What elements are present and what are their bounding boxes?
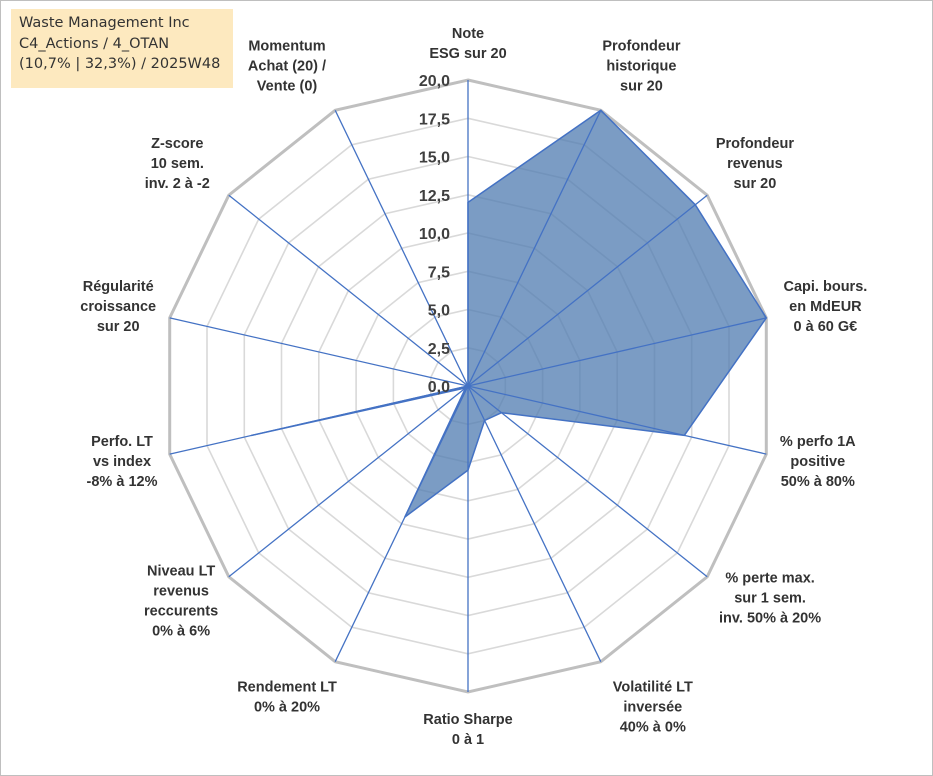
category-label-line: sur 1 sem. (734, 591, 806, 607)
stock-name: Waste Management Inc (19, 15, 190, 31)
tick-label: 15,0 (419, 150, 450, 167)
category-label-line: Profondeur (602, 38, 680, 54)
tick-label: 10,0 (419, 226, 450, 243)
category-label-line: Volatilité LT (613, 680, 693, 696)
spoke-line (228, 385, 469, 578)
spoke-line (334, 110, 469, 387)
tick-label: 5,0 (428, 303, 450, 320)
tick-label: 2,5 (428, 341, 450, 358)
tick-label: 12,5 (419, 188, 450, 205)
portfolio-path: C4_Actions / 4_OTAN (19, 35, 170, 52)
category-label-line: Vente (0) (257, 78, 318, 94)
category-label-line: positive (790, 454, 845, 470)
category-label-line: -8% à 12% (87, 474, 158, 490)
category-label-line: sur 20 (620, 78, 663, 94)
spoke-line (467, 385, 602, 662)
stock-info-box: Waste Management Inc C4_Actions / 4_OTAN… (11, 9, 233, 88)
category-label-line: Régularité (83, 279, 154, 295)
category-label-line: 10 sem. (151, 156, 204, 172)
category-label: Momentum Achat (20) / Vente (0) (248, 38, 326, 94)
spoke-line (467, 385, 767, 455)
category-label: Z-score 10 sem. inv. 2 à -2 (145, 136, 210, 192)
category-label-line: Achat (20) / (248, 58, 326, 74)
category-label: Capi. bours. en MdEUR 0 à 60 G€ (784, 279, 868, 335)
category-label-line: 50% à 80% (781, 474, 855, 490)
category-label-line: revenus (153, 584, 209, 600)
radial-tick-labels: 0,0 2,5 5,0 7,5 10,0 12,5 15,0 17,5 20,0 (419, 73, 450, 396)
category-label-line: ESG sur 20 (429, 46, 506, 62)
category-label-line: Ratio Sharpe (423, 712, 512, 728)
category-label: % perte max. sur 1 sem. inv. 50% à 20% (719, 571, 821, 627)
category-label-line: 40% à 0% (620, 720, 686, 736)
category-labels: Note ESG sur 20 Profondeur historique sur 20… (80, 26, 867, 748)
spoke-line (334, 385, 469, 662)
category-label-line: inv. 2 à -2 (145, 176, 210, 192)
category-label: Régularité croissance sur 20 (80, 279, 156, 335)
category-label-line: Perfo. LT (91, 434, 153, 450)
category-label-line: Rendement LT (237, 680, 337, 696)
category-label-line: Note (452, 26, 484, 42)
category-label-line: 0 à 1 (452, 732, 484, 748)
spoke-line (169, 385, 469, 455)
category-label-line: vs index (93, 454, 151, 470)
tick-label: 0,0 (428, 379, 450, 396)
category-label-line: Z-score (151, 136, 203, 152)
category-label: Volatilité LT inversée 40% à 0% (613, 680, 693, 736)
performance-week: (10,7% | 32,3%) / 2025W48 (19, 56, 221, 72)
category-label: Note ESG sur 20 (429, 26, 506, 62)
category-label: Profondeur revenus sur 20 (716, 136, 794, 192)
category-label-line: 0% à 20% (254, 700, 320, 716)
spoke-line (467, 110, 602, 387)
category-label-line: inversée (623, 700, 682, 716)
category-label-line: Momentum (248, 38, 325, 54)
tick-label: 20,0 (419, 73, 450, 90)
spoke-line (467, 317, 767, 387)
tick-label: 7,5 (428, 264, 450, 281)
category-label-line: % perte max. (725, 571, 814, 587)
category-label-line: croissance (80, 299, 156, 315)
category-label: Niveau LT revenus reccurents 0% à 6% (144, 564, 218, 640)
category-label-line: % perfo 1A (780, 434, 856, 450)
category-label-line: sur 20 (734, 176, 777, 192)
category-label-line: revenus (727, 156, 783, 172)
tick-label: 17,5 (419, 111, 450, 128)
series-area-0 (250, 109, 768, 518)
category-label-line: Profondeur (716, 136, 794, 152)
spoke-line (467, 194, 708, 387)
category-label-line: Niveau LT (147, 564, 215, 580)
category-label-line: reccurents (144, 604, 218, 620)
category-label: Rendement LT 0% à 20% (237, 680, 337, 716)
category-label-line: Capi. bours. (784, 279, 868, 295)
category-label-line: en MdEUR (789, 299, 862, 315)
spoke-line (228, 194, 469, 387)
category-label-line: sur 20 (97, 319, 140, 335)
category-label: Profondeur historique sur 20 (602, 38, 680, 94)
category-label: Perfo. LT vs index -8% à 12% (87, 434, 158, 490)
category-label-line: historique (606, 58, 676, 74)
spoke-line (467, 385, 708, 578)
category-label-line: 0% à 6% (152, 624, 210, 640)
spoke-line (169, 317, 469, 387)
category-label: Ratio Sharpe 0 à 1 (423, 712, 512, 748)
radar-spokes (169, 80, 767, 692)
category-label-line: inv. 50% à 20% (719, 611, 821, 627)
category-label-line: 0 à 60 G€ (794, 319, 858, 335)
radar-series (250, 109, 768, 518)
category-label: % perfo 1A positive 50% à 80% (780, 434, 856, 490)
